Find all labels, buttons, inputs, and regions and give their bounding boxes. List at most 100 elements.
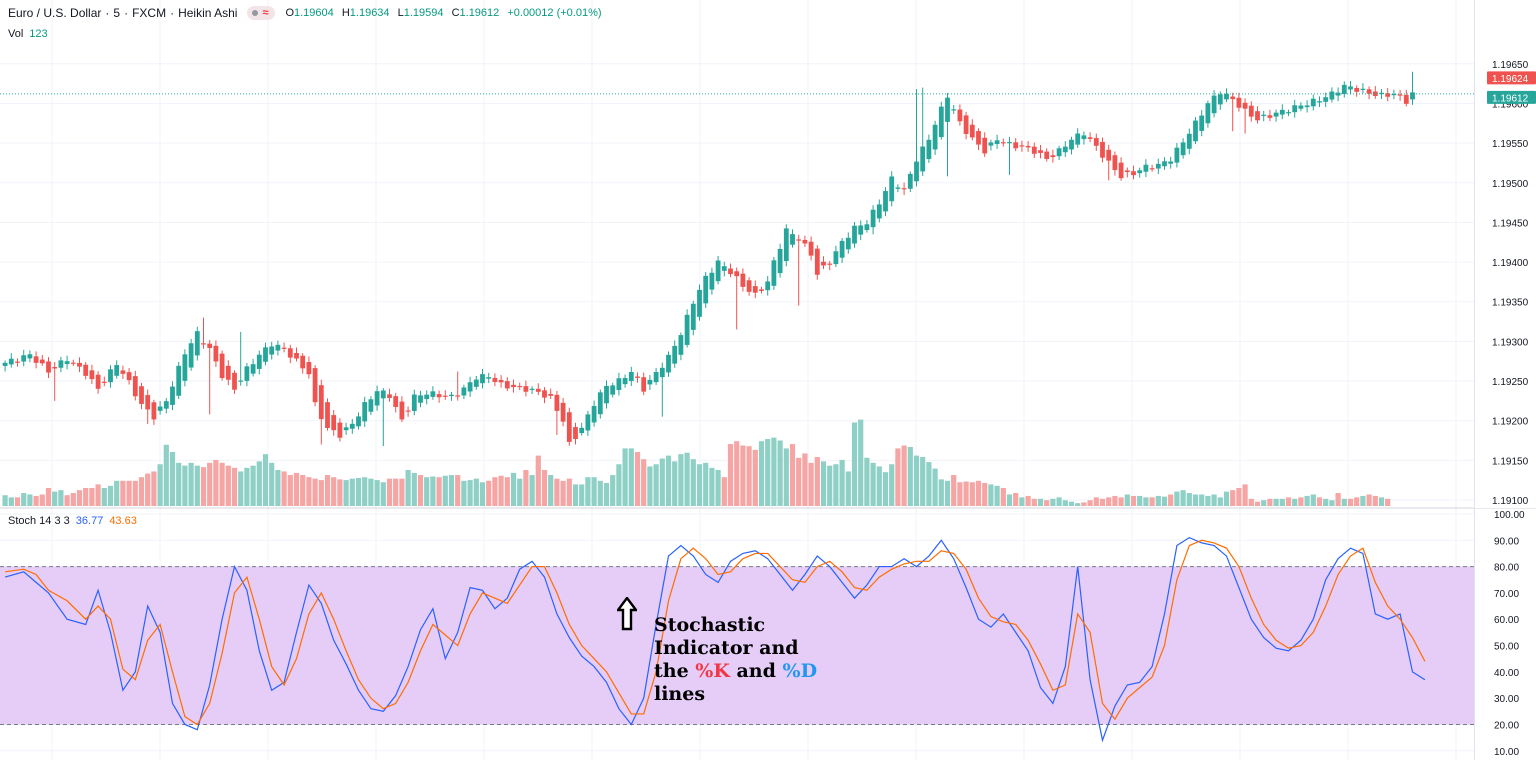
candle: [1056, 145, 1062, 161]
stoch-label[interactable]: Stoch 14 3 3: [8, 515, 70, 527]
candle: [449, 391, 454, 401]
volume-bar: [833, 464, 839, 506]
volume-bar: [380, 482, 386, 506]
price-axis[interactable]: 1.19650 1.19600 1.19550 1.19500 1.19450 1.194…: [1475, 0, 1536, 508]
volume-bar: [430, 476, 436, 506]
candle: [418, 390, 423, 408]
annotation-line-2: Indicator and: [654, 637, 799, 659]
candle: [597, 389, 603, 419]
volume-bar: [2, 495, 8, 506]
price-tick-label: 1.19450: [1492, 218, 1529, 229]
interval[interactable]: 5: [113, 6, 121, 20]
volume-bar: [1242, 484, 1248, 506]
candle: [628, 366, 634, 386]
candle: [740, 268, 746, 292]
annotation-text: Stochastic Indicator and the %K and %D l…: [654, 614, 817, 706]
annotation-line-1: Stochastic: [654, 614, 766, 636]
candle: [1341, 81, 1347, 98]
candle: [1217, 91, 1223, 110]
volume-bar: [789, 444, 796, 506]
volume-bar: [703, 462, 709, 506]
volume-bar: [889, 464, 895, 506]
candle: [1050, 149, 1056, 163]
candle: [684, 309, 690, 348]
candle: [201, 317, 206, 349]
volume-bar: [45, 488, 52, 506]
candle: [511, 379, 516, 393]
market-status-badge[interactable]: ≈: [247, 6, 276, 20]
volume-bar: [163, 444, 169, 506]
candle: [1403, 90, 1409, 107]
candle: [393, 392, 399, 413]
candle: [486, 372, 492, 384]
volume-bar: [1236, 488, 1242, 506]
volume-bar: [585, 477, 591, 506]
volume-bar: [1019, 497, 1025, 506]
volume-bar: [250, 465, 256, 506]
volume-bar: [442, 475, 448, 506]
candle: [895, 184, 901, 193]
chart-type[interactable]: Heikin Ashi: [178, 6, 238, 20]
volume-label[interactable]: Vol: [8, 28, 24, 40]
price-tick-label: 1.19250: [1492, 377, 1529, 388]
volume-bar: [467, 480, 473, 506]
candle: [585, 410, 591, 436]
candle: [635, 372, 640, 383]
candle: [1317, 96, 1322, 107]
change-value: +0.00012 (+0.01%): [507, 7, 602, 19]
candle: [480, 368, 485, 389]
volume-bar: [1050, 498, 1056, 506]
candle: [1155, 158, 1161, 175]
volume-bar: [535, 455, 541, 506]
volume-bar: [665, 455, 672, 506]
volume-bar: [64, 495, 70, 506]
candle: [1143, 159, 1149, 177]
candle: [145, 389, 151, 424]
volume-bar: [727, 444, 734, 506]
price-tick-label: 1.19350: [1492, 298, 1529, 309]
volume-bar: [1056, 497, 1062, 506]
candle: [1304, 100, 1310, 113]
price-tick-label: 1.19550: [1492, 139, 1529, 150]
symbol-name[interactable]: Euro / U.S. Dollar: [8, 6, 102, 20]
price-axis-bg: [1475, 0, 1536, 508]
candle: [64, 355, 70, 370]
volume-bar: [672, 461, 678, 506]
candle: [349, 418, 355, 434]
candle: [808, 236, 814, 261]
candle: [1267, 109, 1273, 122]
volume-bar: [845, 471, 851, 506]
volume-bar: [548, 475, 554, 506]
volume-bar: [145, 473, 151, 506]
candle: [994, 134, 1000, 149]
volume-bar: [355, 477, 362, 506]
volume-bar: [696, 464, 703, 506]
candle: [77, 357, 82, 373]
stoch-axis[interactable]: 100.00 90.00 80.00 70.00 60.00 50.00 40.00 30.0…: [1475, 509, 1536, 760]
volume-bar: [758, 441, 765, 506]
volume-bar: [1316, 497, 1323, 506]
candle: [821, 256, 826, 270]
high-label: H: [341, 7, 350, 19]
candle: [318, 379, 324, 445]
volume-bar: [523, 470, 529, 506]
volume-bar: [126, 480, 132, 506]
price-tick-label: 1.19300: [1492, 337, 1529, 348]
stoch-legend: Stoch 14 3 3 36.77 43.63: [8, 515, 137, 527]
candle: [752, 280, 758, 299]
candle: [1360, 83, 1366, 94]
candle: [101, 376, 107, 387]
volume-bar: [238, 471, 244, 506]
candle: [1000, 138, 1006, 147]
volume-bar: [1329, 500, 1335, 506]
volume-bar: [473, 478, 479, 506]
volume-bar: [721, 477, 727, 506]
candle: [1174, 142, 1180, 168]
candle: [697, 284, 702, 321]
volume-bar: [597, 480, 603, 506]
volume-bar: [777, 440, 783, 506]
volume-bar: [169, 452, 176, 506]
volume-bar: [120, 480, 126, 506]
volume-bar: [461, 480, 467, 506]
